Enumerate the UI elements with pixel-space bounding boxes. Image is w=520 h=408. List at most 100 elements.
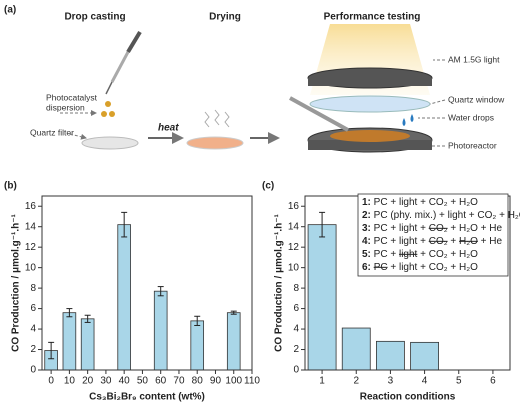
x-tick-label: 5 xyxy=(456,376,462,387)
legend-text: CO₂ xyxy=(429,223,448,234)
bar xyxy=(62,312,77,371)
x-tick-label: 6 xyxy=(490,376,496,387)
bar xyxy=(190,320,205,371)
legend-text: + He xyxy=(478,236,503,247)
y-tick-label: 2 xyxy=(293,344,299,355)
bar xyxy=(80,318,95,371)
legend-entry: 6: PC + light + CO₂ + H₂O xyxy=(362,262,478,273)
legend-text: CO₂ xyxy=(429,236,448,247)
reactor-base xyxy=(308,140,432,150)
bar xyxy=(226,312,241,371)
y-tick-label: 8 xyxy=(293,283,299,294)
x-tick-label: 90 xyxy=(210,376,222,387)
step-title: Drying xyxy=(209,12,241,23)
bar xyxy=(307,224,337,371)
legend-entry: 5: PC + light + CO₂ + H₂O xyxy=(362,249,478,260)
legend-text: PC + light + xyxy=(371,223,429,234)
x-tick-label: 2 xyxy=(353,376,359,387)
bar xyxy=(117,224,131,371)
legend-text: PC (phy. mix.) + light + CO₂ + H₂O xyxy=(371,210,520,221)
annotation: heat xyxy=(158,123,179,134)
annotation: Quartz filter xyxy=(30,127,74,137)
legend-entry: 1: PC + light + CO₂ + H₂O xyxy=(362,197,478,208)
pointer xyxy=(69,133,87,140)
y-tick-label: 4 xyxy=(30,324,36,335)
sample xyxy=(330,130,410,142)
x-axis-label: Cs₃Bi₂Br₉ content (wt%) xyxy=(89,392,205,403)
legend-number: 2: xyxy=(362,210,371,221)
y-tick-label: 14 xyxy=(288,221,300,232)
x-tick-label: 10 xyxy=(64,376,76,387)
dried-filter xyxy=(186,136,244,150)
panel-label: (b) xyxy=(4,181,17,192)
legend-number: 6: xyxy=(362,262,371,273)
legend-text: PC + light + CO₂ + H₂O xyxy=(371,197,478,208)
y-axis-label: CO Production / μmol.g⁻¹.h⁻¹ xyxy=(11,213,22,351)
heat-waves xyxy=(204,109,230,128)
bar xyxy=(341,327,371,371)
annotation: Photoreactor xyxy=(448,140,497,150)
legend-entry: 2: PC (phy. mix.) + light + CO₂ + H₂O xyxy=(362,210,520,221)
legend-text: + H₂O + He xyxy=(448,223,503,234)
panel-label: (c) xyxy=(262,181,274,192)
step-title: Performance testing xyxy=(324,12,421,23)
legend-text: PC + light + xyxy=(371,236,429,247)
y-tick-label: 10 xyxy=(25,262,37,273)
quartz-filter xyxy=(81,136,139,150)
y-tick-label: 12 xyxy=(288,242,300,253)
x-tick-label: 0 xyxy=(48,376,54,387)
panel-label: (a) xyxy=(4,5,16,16)
panel-a: (a) Drop casting Drying Performance test… xyxy=(4,5,505,153)
legend-number: 5: xyxy=(362,249,371,260)
x-tick-label: 30 xyxy=(100,376,112,387)
bar xyxy=(410,341,439,371)
legend-number: 1: xyxy=(362,197,371,208)
y-tick-label: 6 xyxy=(30,303,36,314)
legend-text: light xyxy=(399,249,418,260)
bar xyxy=(153,290,168,371)
legend-entry: 3: PC + light + CO₂ + H₂O + He xyxy=(362,223,503,234)
annotation: dispersion xyxy=(46,102,85,112)
x-tick-label: 70 xyxy=(173,376,185,387)
tweezers xyxy=(289,96,349,132)
y-axis-label: CO Production / μmol.g⁻¹.h⁻¹ xyxy=(274,213,285,351)
x-tick-label: 50 xyxy=(137,376,149,387)
plot-frame xyxy=(41,195,253,371)
x-tick-label: 4 xyxy=(422,376,428,387)
x-tick-label: 20 xyxy=(82,376,94,387)
y-tick-label: 2 xyxy=(30,344,36,355)
x-axis-label: Reaction conditions xyxy=(360,392,456,403)
y-tick-label: 14 xyxy=(25,221,37,232)
legend-number: 3: xyxy=(362,223,371,234)
pipette xyxy=(101,30,142,117)
x-tick-label: 1 xyxy=(319,376,325,387)
legend-text: + CO₂ + H₂O xyxy=(417,249,478,260)
annotation: Photocatalyst xyxy=(46,92,98,102)
annotation: Water drops xyxy=(448,112,494,122)
y-tick-label: 16 xyxy=(25,201,37,212)
legend-box xyxy=(357,193,509,277)
step-title: Drop casting xyxy=(64,12,125,23)
y-tick-label: 12 xyxy=(25,242,37,253)
water-drops xyxy=(402,114,414,126)
y-tick-label: 0 xyxy=(293,365,299,376)
y-tick-label: 10 xyxy=(288,262,300,273)
legend-entry: 4: PC + light + CO₂ + H₂O + He xyxy=(362,236,503,247)
legend-text: H₂O xyxy=(459,236,478,247)
x-tick-label: 40 xyxy=(119,376,131,387)
annotation: AM 1.5G light xyxy=(448,54,500,64)
reactor-lid xyxy=(308,78,432,86)
legend-text: PC xyxy=(374,262,388,273)
y-tick-label: 4 xyxy=(293,324,299,335)
y-tick-label: 6 xyxy=(293,303,299,314)
quartz-window xyxy=(309,95,431,113)
y-tick-label: 0 xyxy=(30,365,36,376)
y-tick-label: 8 xyxy=(30,283,36,294)
x-tick-label: 80 xyxy=(192,376,204,387)
y-tick-label: 16 xyxy=(288,201,300,212)
legend-text: PC + xyxy=(371,249,399,260)
x-tick-label: 3 xyxy=(388,376,394,387)
bar xyxy=(376,340,405,371)
pointer xyxy=(429,99,446,105)
